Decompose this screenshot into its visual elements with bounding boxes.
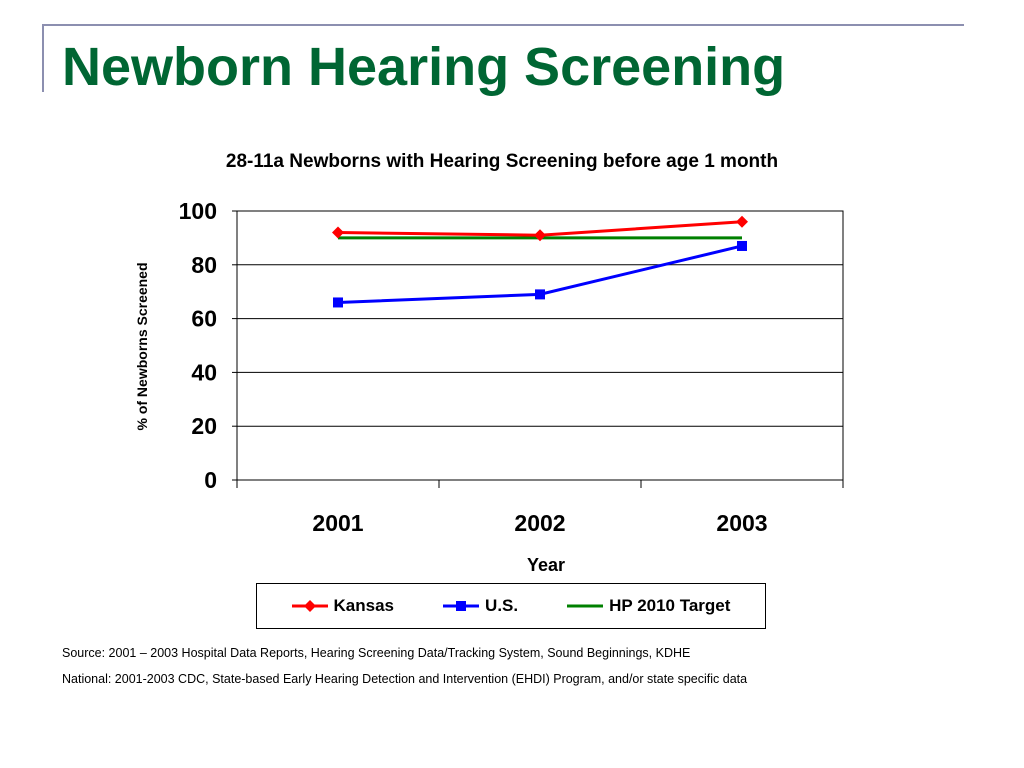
legend-item-us: U.S. <box>443 596 518 616</box>
legend-item-kansas: Kansas <box>291 596 394 616</box>
source-note: Source: 2001 – 2003 Hospital Data Report… <box>62 646 691 660</box>
y-tick-label: 0 <box>204 467 217 493</box>
legend-swatch-kansas <box>291 600 328 612</box>
title-accent-bar <box>42 24 44 92</box>
legend-label-us: U.S. <box>485 596 519 615</box>
slide-title: Newborn Hearing Screening <box>62 37 786 97</box>
y-tick-label: 20 <box>191 413 217 439</box>
legend-swatch-hp2010-target <box>567 604 604 608</box>
y-tick-label: 60 <box>191 306 217 332</box>
data-point-kansas <box>534 229 546 242</box>
chart-legend: Kansas U.S. HP 2010 Target <box>256 583 766 629</box>
y-tick-label: 40 <box>191 359 217 385</box>
x-tick-label: 2001 <box>312 510 363 536</box>
y-tick-label: 80 <box>191 252 217 278</box>
legend-label-kansas: Kansas <box>333 596 394 615</box>
title-accent-line <box>42 24 964 26</box>
x-axis-title: Year <box>527 555 565 575</box>
chart-title: 28-11a Newborns with Hearing Screening b… <box>225 151 779 172</box>
data-point-u-s <box>333 297 343 308</box>
legend-swatch-us <box>443 601 480 611</box>
legend-item-hp2010-target: HP 2010 Target <box>567 596 730 616</box>
y-axis-title: % of Newborns Screened <box>134 262 150 430</box>
x-tick-label: 2002 <box>514 510 565 536</box>
data-point-kansas <box>736 215 748 228</box>
legend-label-hp2010-target: HP 2010 Target <box>609 596 731 615</box>
data-point-kansas <box>332 226 344 239</box>
x-tick-label: 2003 <box>716 510 767 536</box>
data-point-u-s <box>535 289 545 300</box>
y-tick-label: 100 <box>179 198 217 224</box>
plot-area <box>236 210 844 481</box>
national-source-note: National: 2001-2003 CDC, State-based Ear… <box>62 672 748 686</box>
data-point-u-s <box>737 240 747 251</box>
